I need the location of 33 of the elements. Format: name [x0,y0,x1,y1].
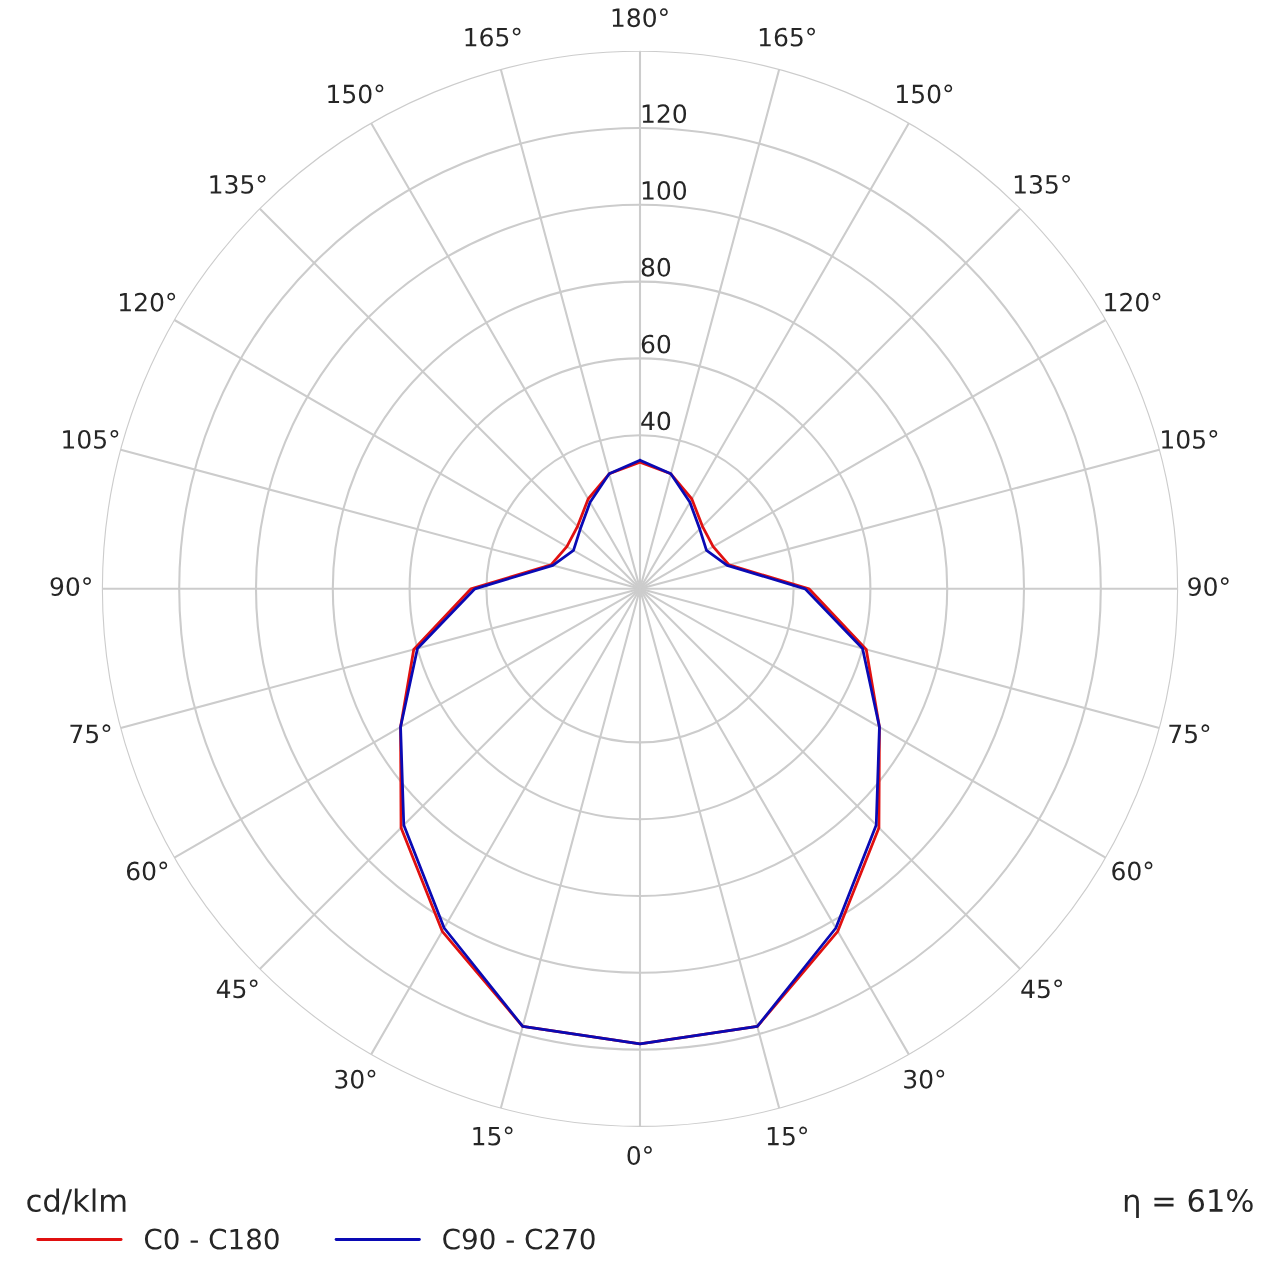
legend-label: C0 - C180 [144,1228,279,1250]
spoke-label: 150° [897,84,953,104]
text: cd/klm [27,1188,126,1215]
spoke-label: 45° [216,979,258,999]
y-tick-label: 120 [642,104,687,124]
y-tick-label: 40 [641,411,671,431]
spoke-label: 120° [120,292,176,312]
y-tick-label: 80 [641,257,671,277]
legend-label: C90 - C270 [443,1228,595,1250]
spoke-label: 30° [904,1069,945,1089]
spoke-label: 165° [465,27,521,47]
spoke-label: 75° [1169,724,1210,744]
spoke-label: 90° [1188,577,1229,597]
y-tick-label: 100 [642,181,687,200]
spoke-label: 60° [126,861,168,881]
spoke-label: 105° [1162,429,1218,449]
spoke-label: 0° [627,1145,652,1165]
spoke-label: 90° [50,577,91,597]
spoke-label: 120° [1105,292,1161,312]
spoke-label: 15° [473,1126,513,1146]
spoke-label: 135° [210,174,266,194]
spoke-label: 75° [70,724,111,744]
spoke-label: 165° [759,27,815,47]
spoke-label: 180° [612,8,668,28]
spoke-label: 30° [335,1069,376,1089]
spoke-label: 15° [767,1126,808,1146]
y-tick-label: 60 [641,334,671,354]
spoke-label: 45° [1021,979,1063,999]
spoke-label: 150° [328,84,384,104]
spoke-label: 135° [1014,174,1070,194]
text: η = 61% [1124,1188,1253,1218]
spoke-label: 105° [63,429,119,449]
spoke-label: 60° [1112,861,1153,881]
